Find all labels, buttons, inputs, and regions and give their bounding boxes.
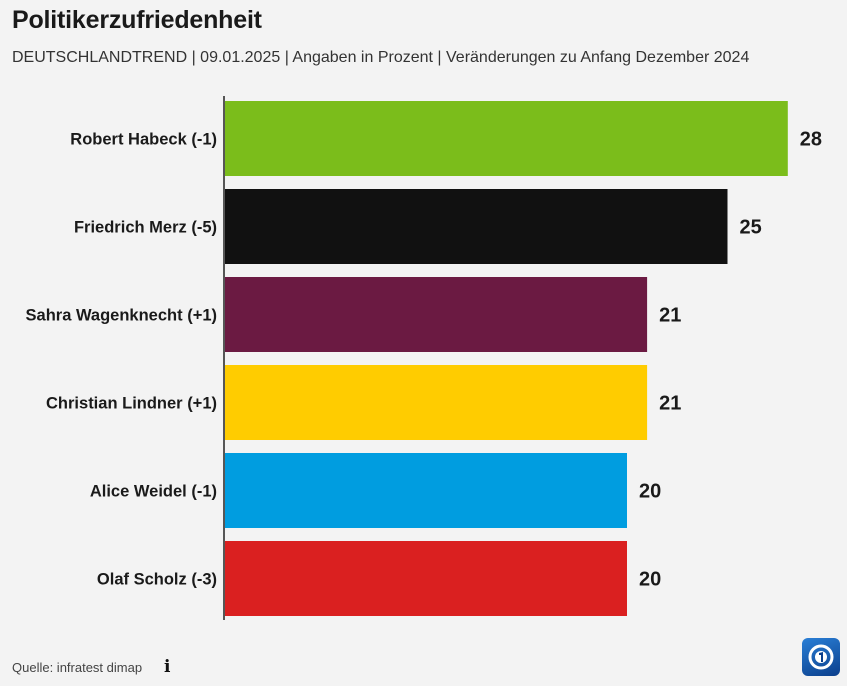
bar <box>225 277 648 352</box>
bar <box>225 189 728 264</box>
source-label: Quelle: infratest dimap <box>12 660 143 675</box>
category-label: Alice Weidel (-1) <box>90 483 217 501</box>
category-label: Christian Lindner (+1) <box>46 395 217 413</box>
bar <box>225 541 627 616</box>
data-label: 28 <box>800 129 822 151</box>
data-label: 20 <box>639 569 661 591</box>
data-label: 21 <box>659 305 681 327</box>
info-icon[interactable]: i <box>164 657 171 677</box>
data-label: 21 <box>659 393 681 415</box>
category-label: Robert Habeck (-1) <box>70 131 217 149</box>
bar <box>225 365 648 440</box>
chart-title: Politikerzufriedenheit <box>12 6 262 34</box>
chart-subtitle: DEUTSCHLANDTREND | 09.01.2025 | Angaben … <box>12 49 750 66</box>
bar <box>225 453 627 528</box>
bar <box>225 101 788 176</box>
category-label: Olaf Scholz (-3) <box>97 571 217 589</box>
category-label: Friedrich Merz (-5) <box>74 219 217 237</box>
bar-chart: Robert Habeck (-1) 28 Friedrich Merz (-5) 2… <box>0 96 847 620</box>
tagesschau-logo-icon[interactable] <box>802 638 840 676</box>
category-label: Sahra Wagenknecht (+1) <box>26 307 217 325</box>
data-label: 20 <box>639 481 661 503</box>
data-label: 25 <box>740 217 762 239</box>
